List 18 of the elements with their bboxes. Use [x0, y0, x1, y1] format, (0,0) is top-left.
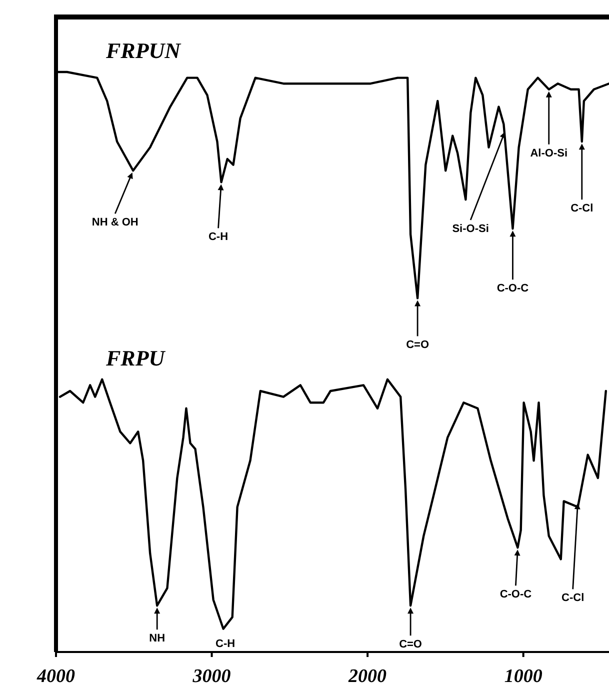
series-label: FRPUN — [105, 38, 182, 63]
annotation: C-H — [216, 638, 236, 650]
annotation: NH & OH — [92, 216, 138, 229]
x-tick-label: 1000 — [504, 666, 543, 687]
annotation: C-Cl — [562, 592, 584, 604]
x-tick-label: 2000 — [348, 666, 388, 687]
annotation: Al-O-Si — [530, 147, 568, 160]
annotation: Si-O-Si — [452, 223, 489, 235]
annotation: C-H — [208, 231, 228, 244]
series-label: FRPU — [105, 345, 166, 370]
x-tick-label: 3000 — [192, 666, 232, 687]
annotation: C=O — [406, 339, 430, 352]
x-tick-label: 4000 — [36, 666, 76, 687]
annotation: C-Cl — [570, 202, 594, 215]
annotation: C-O-C — [500, 588, 532, 601]
annotation: C-O-C — [496, 282, 529, 295]
annotation: C=O — [399, 638, 422, 651]
annotation: NH — [149, 632, 166, 645]
